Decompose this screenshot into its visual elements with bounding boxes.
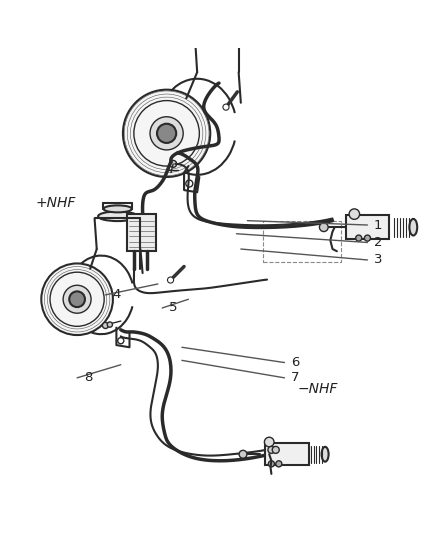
- Circle shape: [150, 117, 183, 150]
- Text: −NHF: −NHF: [297, 382, 338, 395]
- Bar: [127, 214, 155, 251]
- Circle shape: [349, 209, 360, 220]
- Circle shape: [276, 461, 282, 467]
- Text: 4: 4: [112, 288, 120, 301]
- Text: 5: 5: [169, 302, 177, 314]
- Ellipse shape: [98, 212, 138, 221]
- Circle shape: [157, 124, 176, 143]
- Circle shape: [41, 263, 113, 335]
- Text: 8: 8: [84, 372, 92, 384]
- Text: 6: 6: [291, 356, 300, 369]
- Circle shape: [239, 450, 247, 458]
- Ellipse shape: [321, 447, 328, 462]
- Ellipse shape: [147, 110, 155, 119]
- Text: 2: 2: [374, 236, 382, 249]
- Bar: [346, 215, 389, 239]
- Ellipse shape: [55, 286, 64, 293]
- Circle shape: [123, 90, 210, 177]
- Circle shape: [223, 104, 229, 110]
- Ellipse shape: [90, 306, 99, 312]
- Circle shape: [265, 437, 274, 447]
- Bar: [265, 443, 308, 465]
- Text: 7: 7: [291, 372, 300, 384]
- Text: 3: 3: [374, 254, 382, 266]
- Ellipse shape: [64, 312, 71, 321]
- Circle shape: [268, 461, 275, 467]
- Ellipse shape: [197, 30, 237, 41]
- Circle shape: [170, 160, 177, 167]
- Circle shape: [167, 277, 173, 283]
- Circle shape: [364, 235, 371, 241]
- Circle shape: [268, 446, 275, 454]
- Bar: [263, 221, 341, 262]
- Ellipse shape: [84, 278, 91, 286]
- Ellipse shape: [103, 205, 132, 212]
- Ellipse shape: [177, 148, 184, 158]
- Ellipse shape: [147, 147, 155, 156]
- Text: +NHF: +NHF: [35, 196, 76, 210]
- Circle shape: [69, 292, 85, 307]
- Circle shape: [356, 235, 362, 241]
- Circle shape: [272, 446, 279, 454]
- Ellipse shape: [203, 22, 231, 30]
- Ellipse shape: [177, 109, 184, 118]
- Text: 1: 1: [374, 219, 382, 231]
- Circle shape: [102, 322, 109, 328]
- Circle shape: [107, 322, 113, 327]
- Circle shape: [319, 223, 328, 231]
- Ellipse shape: [410, 219, 417, 236]
- Circle shape: [63, 285, 91, 313]
